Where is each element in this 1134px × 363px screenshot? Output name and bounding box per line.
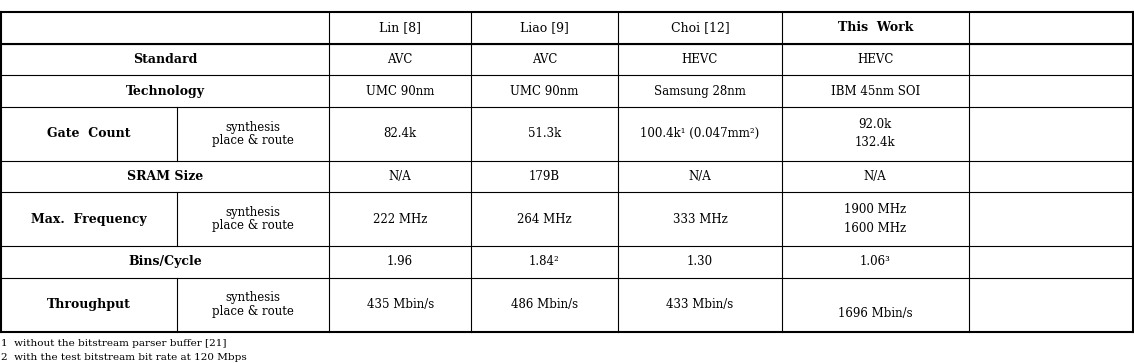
Text: 100.4k¹ (0.047mm²): 100.4k¹ (0.047mm²) [641, 127, 760, 140]
Text: place & route: place & route [212, 219, 294, 232]
Text: 2  with the test bitstream bit rate at 120 Mbps: 2 with the test bitstream bit rate at 12… [1, 352, 247, 362]
Text: Technology: Technology [126, 85, 205, 98]
Text: 1.06³: 1.06³ [860, 256, 890, 268]
Text: HEVC: HEVC [857, 53, 894, 66]
Text: place & route: place & route [212, 134, 294, 147]
Text: 179B: 179B [528, 170, 560, 183]
Text: 92.0k: 92.0k [858, 118, 891, 131]
Text: Bins/Cycle: Bins/Cycle [128, 256, 202, 268]
Text: 264 MHz: 264 MHz [517, 213, 572, 226]
Text: synthesis: synthesis [226, 291, 280, 305]
Text: Standard: Standard [133, 53, 197, 66]
Text: 1900 MHz: 1900 MHz [844, 204, 906, 216]
Text: synthesis: synthesis [226, 121, 280, 134]
Text: N/A: N/A [688, 170, 711, 183]
Text: 132.4k: 132.4k [855, 136, 896, 150]
Text: 1  without the bitstream parser buffer [21]: 1 without the bitstream parser buffer [2… [1, 339, 227, 348]
Text: 435 Mbin/s: 435 Mbin/s [366, 298, 434, 311]
Text: synthesis: synthesis [226, 206, 280, 219]
Text: 1696 Mbin/s: 1696 Mbin/s [838, 307, 913, 321]
Text: HEVC: HEVC [682, 53, 718, 66]
Text: N/A: N/A [389, 170, 412, 183]
Text: 222 MHz: 222 MHz [373, 213, 428, 226]
Text: 433 Mbin/s: 433 Mbin/s [667, 298, 734, 311]
Text: AVC: AVC [532, 53, 557, 66]
Text: IBM 45nm SOI: IBM 45nm SOI [830, 85, 920, 98]
Text: Choi [12]: Choi [12] [670, 21, 729, 34]
Text: Throughput: Throughput [48, 298, 132, 311]
Text: Max.  Frequency: Max. Frequency [32, 213, 147, 226]
Text: UMC 90nm: UMC 90nm [366, 85, 434, 98]
Text: Lin [8]: Lin [8] [379, 21, 421, 34]
Text: 82.4k: 82.4k [383, 127, 416, 140]
Text: Samsung 28nm: Samsung 28nm [654, 85, 746, 98]
Text: 486 Mbin/s: 486 Mbin/s [510, 298, 578, 311]
Text: SRAM Size: SRAM Size [127, 170, 203, 183]
Text: Liao [9]: Liao [9] [519, 21, 569, 34]
Text: place & route: place & route [212, 305, 294, 318]
Text: N/A: N/A [864, 170, 887, 183]
Text: UMC 90nm: UMC 90nm [510, 85, 578, 98]
Text: 1600 MHz: 1600 MHz [844, 222, 906, 235]
Text: 1.84²: 1.84² [528, 256, 560, 268]
Text: 51.3k: 51.3k [527, 127, 561, 140]
Text: 333 MHz: 333 MHz [672, 213, 727, 226]
Text: 1.30: 1.30 [687, 256, 713, 268]
Text: This  Work: This Work [838, 21, 913, 34]
Text: 1.96: 1.96 [387, 256, 413, 268]
Text: Gate  Count: Gate Count [48, 127, 130, 140]
Text: AVC: AVC [388, 53, 413, 66]
